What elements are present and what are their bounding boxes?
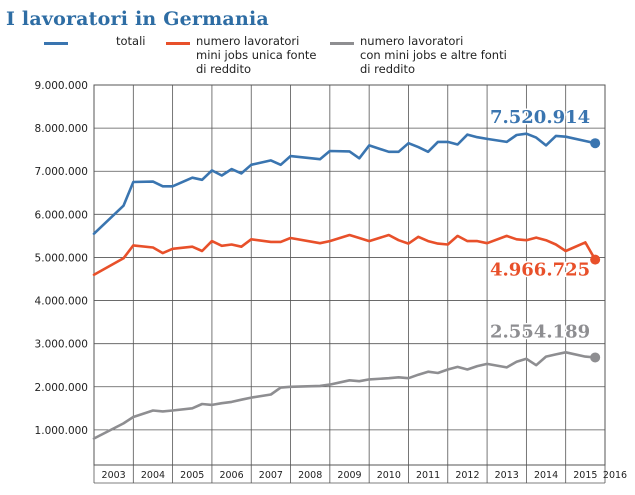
x-tick-label: 2010: [377, 470, 401, 481]
series-line-1: [92, 233, 597, 277]
legend-label-mini-jobs-unica: numero lavoratori mini jobs unica fonte …: [196, 34, 317, 76]
y-tick-label: 1.000.000: [35, 425, 88, 437]
y-tick-label: 7.000.000: [35, 166, 88, 178]
x-tick-label: 2005: [180, 470, 204, 481]
series-line-0: [92, 132, 597, 235]
y-tick-label: 5.000.000: [35, 252, 88, 264]
x-tick-label: 2011: [416, 470, 440, 481]
legend-swatch-mini-jobs-altre: [330, 42, 354, 45]
x-tick-label: 2006: [219, 470, 243, 481]
series-end-label-0: 7.520.914: [490, 107, 590, 128]
series-end-label-2: 2.554.189: [490, 321, 590, 342]
series-end-marker-1: [590, 254, 601, 265]
series-line-2: [92, 350, 597, 440]
legend-label-mini-jobs-altre: numero lavoratori con mini jobs e altre …: [360, 34, 507, 76]
legend-swatch-mini-jobs-unica: [166, 42, 190, 45]
y-tick-label: 4.000.000: [35, 296, 88, 308]
x-tick-label: 2014: [534, 470, 558, 481]
y-tick-label: 8.000.000: [35, 123, 88, 135]
y-tick-label: 6.000.000: [35, 209, 88, 221]
legend-label-totali: totali: [116, 34, 146, 48]
x-tick-label: 2013: [495, 470, 519, 481]
y-tick-label: 2.000.000: [35, 382, 88, 394]
x-tick-label: 2007: [259, 470, 283, 481]
x-tick-label: 2008: [298, 470, 322, 481]
series-end-marker-2: [590, 352, 601, 363]
x-tick-label: 2004: [141, 470, 165, 481]
x-tick-label: 2016: [603, 470, 627, 481]
series-end-label-1: 4.966.725: [490, 260, 590, 281]
y-tick-label: 3.000.000: [35, 339, 88, 351]
x-tick-label: 2003: [102, 470, 126, 481]
x-tick-label: 2009: [337, 470, 361, 481]
series-end-marker-0: [590, 138, 601, 149]
chart-title: I lavoratori in Germania: [6, 8, 269, 30]
x-tick-label: 2012: [455, 470, 479, 481]
x-tick-label: 2015: [573, 470, 597, 481]
legend-swatch-totali: [44, 42, 68, 45]
y-tick-label: 9.000.000: [35, 80, 88, 92]
